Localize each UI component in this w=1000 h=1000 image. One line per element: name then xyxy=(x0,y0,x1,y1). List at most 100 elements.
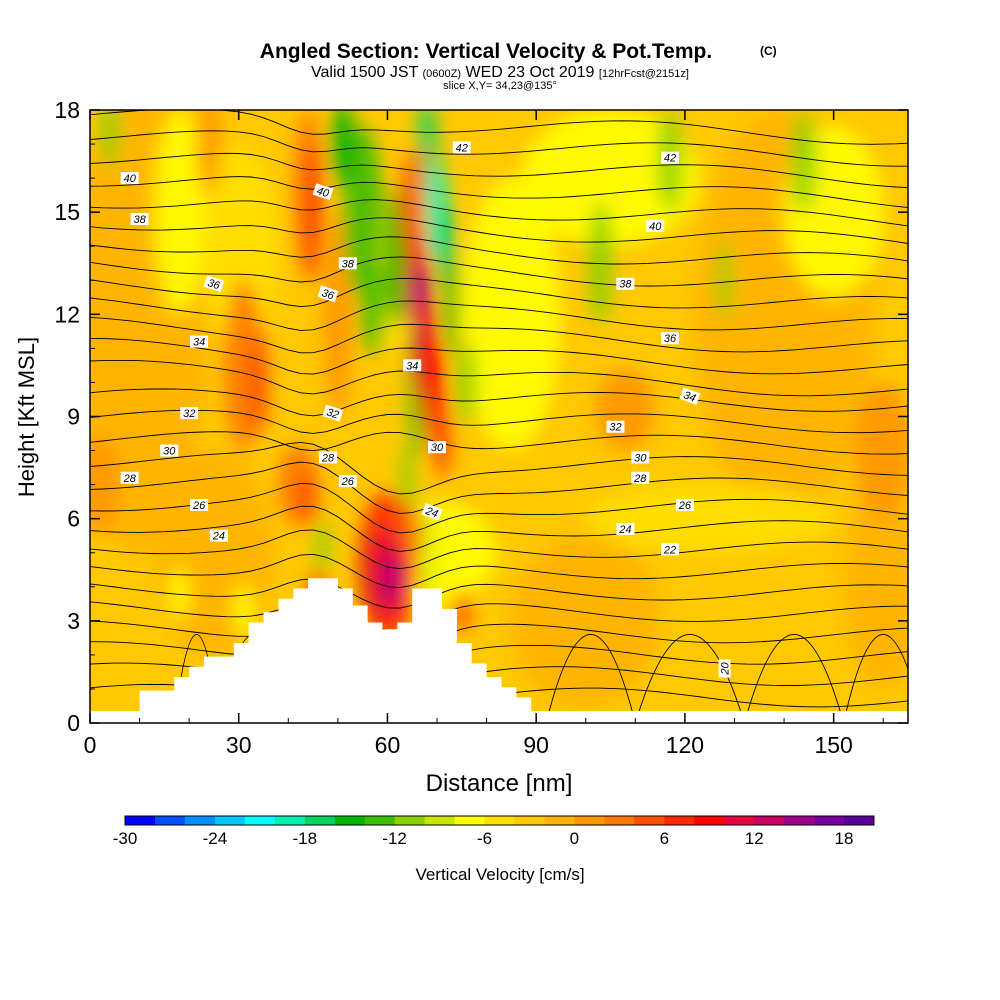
terrain-mask xyxy=(90,578,908,723)
contour-label-bg xyxy=(319,451,337,464)
contour-label: 40 xyxy=(646,219,665,233)
contour-label-text: 22 xyxy=(663,544,676,556)
contour-label: 26 xyxy=(675,499,694,512)
contour-label-bg xyxy=(338,475,357,488)
contour-label: 28 xyxy=(631,471,650,485)
contour-label-bg xyxy=(160,444,179,457)
colorbar-swatch xyxy=(574,816,605,825)
isentrope-line xyxy=(90,297,908,331)
chart-subtitle: Valid 1500 JST (0600Z) WED 23 Oct 2019 [… xyxy=(311,64,689,81)
contour-label-bg xyxy=(130,213,149,225)
y-axis-label: Height [Kft MSL] xyxy=(14,337,39,497)
colorbar-swatch xyxy=(724,816,755,825)
contour-label-bg xyxy=(421,503,443,521)
contour-label-text: 30 xyxy=(634,452,647,464)
contour-label-text: 40 xyxy=(124,173,137,185)
isentrope-line xyxy=(90,236,908,265)
isentrope-line xyxy=(90,409,908,434)
y-tick-label: 0 xyxy=(67,710,80,736)
colorbar-swatch xyxy=(364,816,396,825)
isentrope-line xyxy=(90,152,908,189)
isentrope-line xyxy=(90,176,908,208)
contour-label-bg xyxy=(209,529,228,542)
contour-label-text: 36 xyxy=(320,287,336,302)
contour-label-bg xyxy=(718,659,731,678)
isentrope-surface-line xyxy=(843,634,908,723)
velocity-cell xyxy=(298,471,318,526)
contour-label-bg xyxy=(452,141,471,154)
contour-label: 30 xyxy=(631,451,650,464)
contour-label: 30 xyxy=(428,441,446,454)
x-tick-label: 60 xyxy=(375,732,401,758)
subtitle-utc: (0600Z) xyxy=(423,68,462,80)
isentrope-line xyxy=(90,256,908,287)
isentrope-line xyxy=(90,620,908,654)
velocity-cell xyxy=(595,368,656,451)
colorbar-swatch xyxy=(334,816,366,825)
contour-label: 42 xyxy=(452,141,471,155)
contour-label-text: 42 xyxy=(456,143,468,155)
contour-label-bg xyxy=(190,499,209,511)
contour-label-text: 28 xyxy=(321,452,335,464)
contour-label: 22 xyxy=(661,543,679,556)
colorbar-tick-label: 18 xyxy=(835,829,854,848)
y-tick-label: 15 xyxy=(54,199,80,225)
contour-label-text: 40 xyxy=(649,221,662,233)
contour-label: 38 xyxy=(130,213,149,226)
colorbar-swatch xyxy=(694,816,725,825)
contour-label: 24 xyxy=(209,529,228,543)
colorbar-tick-label: -30 xyxy=(113,829,138,848)
contour-label-bg xyxy=(661,543,679,556)
isentrope-line xyxy=(90,578,908,609)
contour-label: 28 xyxy=(319,451,337,464)
contour-label-bg xyxy=(616,522,635,535)
velocity-cell xyxy=(409,144,425,213)
colorbar-swatch xyxy=(304,816,336,825)
velocity-cell xyxy=(461,178,561,451)
contour-label-text: 38 xyxy=(133,214,146,226)
isentrope-line xyxy=(90,431,908,455)
contour-label: 34 xyxy=(679,387,701,405)
colorbar-swatch xyxy=(784,816,815,825)
contour-label: 24 xyxy=(616,522,635,536)
contour-label-bg xyxy=(631,451,650,464)
contour-label-bg xyxy=(203,275,225,293)
contour-label: 32 xyxy=(322,404,344,422)
y-tick-label: 12 xyxy=(54,301,80,327)
contour-label-text: 26 xyxy=(678,500,692,512)
contour-label-text: 34 xyxy=(406,360,418,372)
colorbar-swatch xyxy=(514,816,545,825)
subtitle-date: WED 23 Oct 2019 xyxy=(466,64,595,81)
colorbar-swatch xyxy=(754,816,785,825)
colorbar-swatch xyxy=(454,816,485,825)
isentrope-line xyxy=(90,130,908,167)
contour-label-text: 36 xyxy=(206,277,222,292)
contour-label-bg xyxy=(120,471,139,484)
contour-label-text: 28 xyxy=(633,473,647,485)
colorbar-swatch xyxy=(424,816,455,825)
colorbar-swatch xyxy=(274,816,306,825)
velocity-cell xyxy=(330,110,356,185)
colorbar-ticks: -30 -24 -18 -12 -6 0 6 12 18 xyxy=(113,829,854,848)
contour-label: 40 xyxy=(120,172,139,185)
colorbar-swatch xyxy=(664,816,695,825)
isentrope-line xyxy=(90,337,908,375)
contour-label-bg xyxy=(120,172,139,185)
contour-label-text: 30 xyxy=(431,442,444,454)
colorbar-swatch xyxy=(844,816,875,825)
contour-label-bg xyxy=(312,183,334,201)
isentrope-line xyxy=(90,388,908,417)
contour-label: 42 xyxy=(661,151,679,165)
x-tick-label: 30 xyxy=(226,732,252,758)
isentrope-line xyxy=(90,553,908,589)
contour-label-text: 26 xyxy=(341,476,355,488)
velocity-cell xyxy=(791,110,817,213)
contour-label-bg xyxy=(646,219,665,232)
velocity-cell xyxy=(90,433,120,536)
colorbar-swatch xyxy=(814,816,845,825)
contour-label-bg xyxy=(679,387,701,405)
isentrope-line xyxy=(90,199,908,227)
velocity-cell xyxy=(305,144,321,281)
